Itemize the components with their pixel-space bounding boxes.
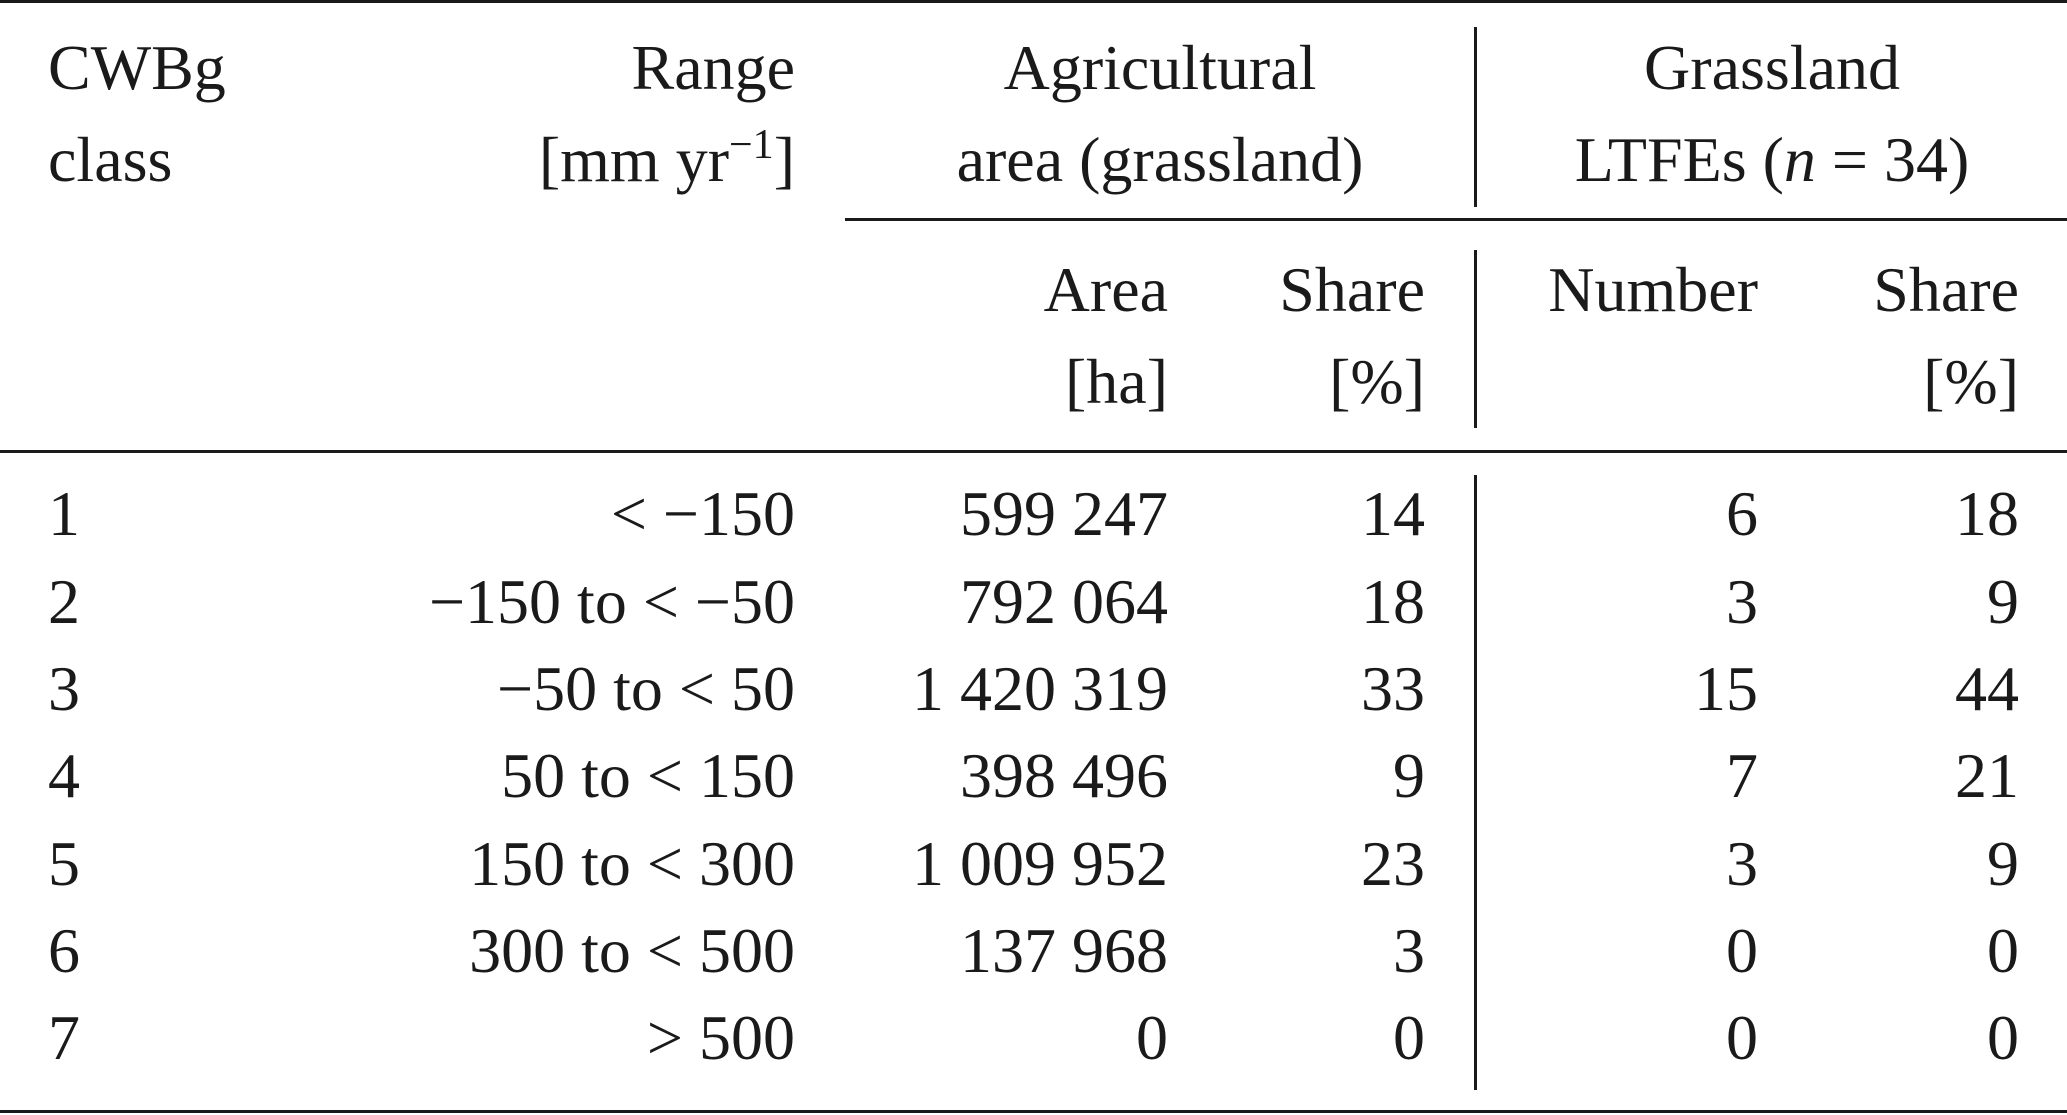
cell-share-ltfe: 0 (1987, 1002, 2019, 1073)
header-class-line2: class (48, 124, 173, 195)
cell-area: 1 009 952 (912, 828, 1168, 899)
cell-area: 0 (1136, 1002, 1168, 1073)
cell-number: 0 (1726, 1002, 1758, 1073)
subheader-share-ltfe-line1: Share (1873, 254, 2019, 325)
cell-share-agri: 0 (1393, 1002, 1425, 1073)
header-agri-line1: Agricultural (1003, 32, 1317, 103)
top-rule (0, 0, 2067, 3)
cell-area: 599 247 (960, 478, 1168, 549)
header-agri-line2: area (grassland) (956, 124, 1364, 195)
cell-number: 7 (1726, 740, 1758, 811)
cell-class: 5 (48, 828, 80, 899)
cell-range: −150 to < −50 (428, 566, 795, 637)
cell-class: 7 (48, 1002, 80, 1073)
cell-range: −50 to < 50 (497, 653, 795, 724)
subheader-share-ltfe-line2: [%] (1923, 346, 2019, 417)
cell-share-ltfe: 21 (1955, 740, 2019, 811)
cell-class: 3 (48, 653, 80, 724)
cell-range: 50 to < 150 (501, 740, 795, 811)
cell-share-ltfe: 18 (1955, 478, 2019, 549)
cell-area: 137 968 (960, 915, 1168, 986)
cell-share-agri: 33 (1361, 653, 1425, 724)
cell-share-agri: 3 (1393, 915, 1425, 986)
cell-share-agri: 14 (1361, 478, 1425, 549)
header-range-line2: [mm yr−1] (539, 124, 795, 192)
cell-share-ltfe: 9 (1987, 566, 2019, 637)
group-divider-body (1474, 475, 1477, 1090)
cell-range: < −150 (610, 478, 795, 549)
group-divider-top (1474, 27, 1477, 207)
header-ltfe-prefix: LTFEs ( (1574, 124, 1784, 195)
cell-class: 1 (48, 478, 80, 549)
cell-area: 1 420 319 (912, 653, 1168, 724)
header-range-close: ] (773, 124, 795, 195)
subheader-area-line2: [ha] (1064, 346, 1168, 417)
cell-area: 398 496 (960, 740, 1168, 811)
header-ltfe-n: n (1783, 124, 1816, 195)
cell-range: > 500 (646, 1002, 795, 1073)
header-class-line1: CWBg (48, 32, 226, 103)
header-ltfe-suffix: = 34) (1815, 124, 1970, 195)
header-range-exponent: −1 (729, 121, 774, 168)
cell-number: 3 (1726, 566, 1758, 637)
cell-number: 3 (1726, 828, 1758, 899)
subheader-share-agri-line1: Share (1279, 254, 1425, 325)
cell-number: 0 (1726, 915, 1758, 986)
subheader-area-line1: Area (1043, 254, 1168, 325)
header-ltfe-line2: LTFEs (n = 34) (1477, 128, 2067, 192)
cell-area: 792 064 (960, 566, 1168, 637)
cell-share-agri: 9 (1393, 740, 1425, 811)
cell-share-ltfe: 44 (1955, 653, 2019, 724)
subheader-number: Number (1548, 254, 1758, 325)
cell-class: 6 (48, 915, 80, 986)
cell-share-agri: 23 (1361, 828, 1425, 899)
header-range-unit: [mm yr (538, 124, 729, 195)
cell-share-agri: 18 (1361, 566, 1425, 637)
bottom-rule (0, 1110, 2067, 1113)
header-ltfe-line1: Grassland (1644, 32, 1900, 103)
header-bottom-rule (0, 450, 2067, 453)
group-rule (845, 218, 2067, 221)
cell-class: 2 (48, 566, 80, 637)
cell-share-ltfe: 0 (1987, 915, 2019, 986)
group-divider-middle (1474, 250, 1477, 428)
cell-range: 150 to < 300 (469, 828, 795, 899)
cell-share-ltfe: 9 (1987, 828, 2019, 899)
header-range-line1: Range (631, 32, 796, 103)
cell-range: 300 to < 500 (469, 915, 795, 986)
cell-class: 4 (48, 740, 80, 811)
subheader-share-agri-line2: [%] (1329, 346, 1425, 417)
cell-number: 6 (1726, 478, 1758, 549)
cell-number: 15 (1694, 653, 1758, 724)
